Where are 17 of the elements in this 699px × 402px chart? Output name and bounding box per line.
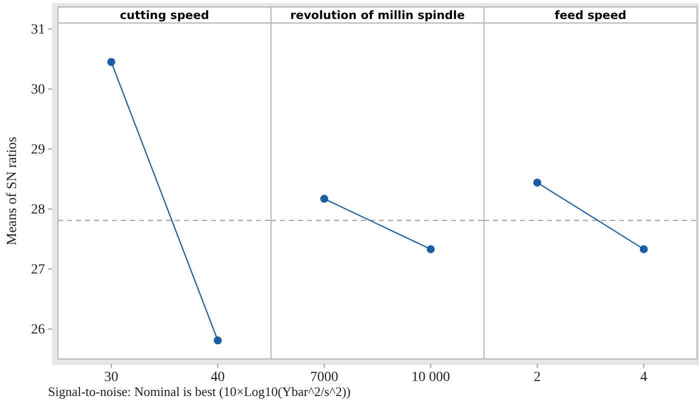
x-tick-label: 40	[210, 370, 225, 385]
chart-title: cutting speed	[120, 8, 210, 22]
chart-title: feed speed	[554, 8, 626, 22]
y-axis-title: Means of SN ratios	[5, 136, 20, 246]
y-tick-label: 28	[31, 202, 45, 218]
x-tick-label: 10 000	[412, 370, 450, 385]
y-tick-label: 30	[31, 82, 45, 98]
y-tick-label: 31	[31, 22, 45, 38]
y-tick-label: 29	[31, 142, 45, 158]
y-tick-label: 26	[31, 322, 45, 338]
x-tick-label: 30	[104, 370, 118, 385]
text: Signal-to-noise: Nominal is best (10×Log10(Ybar^2/s^2))	[48, 384, 351, 399]
chart-title: revolution of millin spindle	[290, 8, 465, 22]
y-tick-label: 27	[31, 262, 45, 278]
x-tick-label: 2	[534, 370, 541, 385]
x-tick-label: 7000	[310, 370, 338, 385]
x-tick-label: 4	[640, 370, 648, 385]
